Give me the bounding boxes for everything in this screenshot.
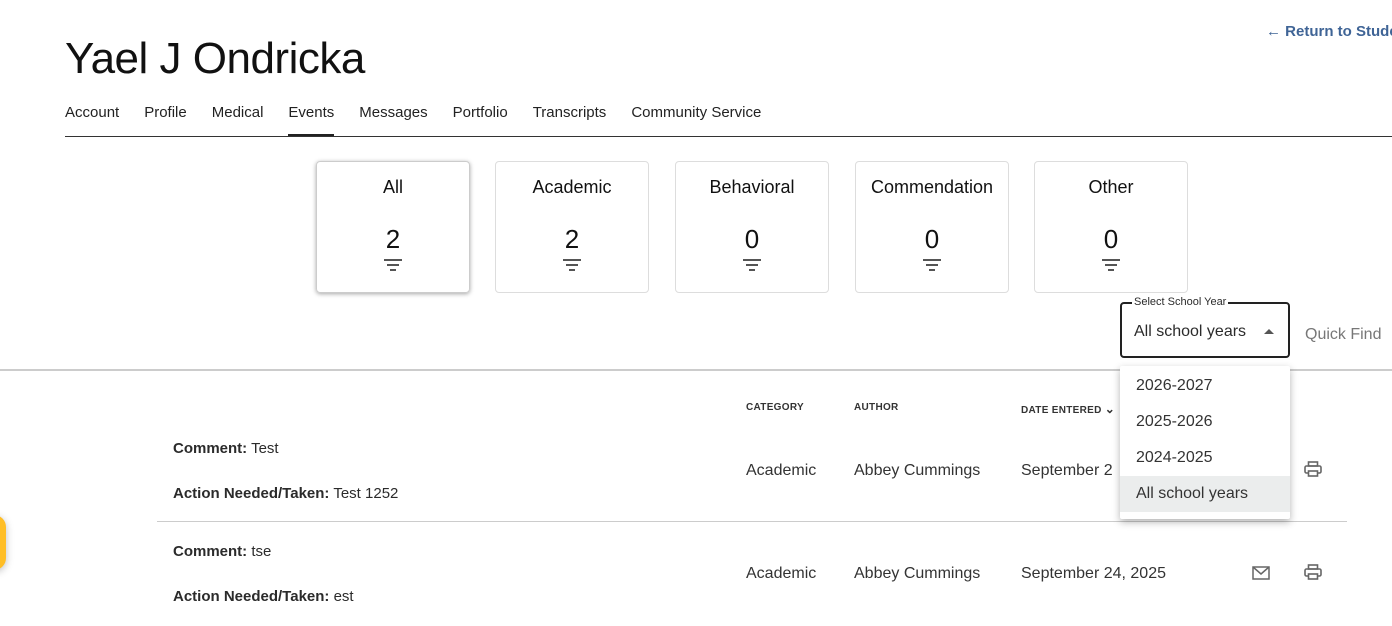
row-divider [157,521,1347,522]
filter-icon [563,259,581,271]
card-count: 2 [564,224,580,254]
card-count: 0 [744,224,760,254]
date-cell: September 2 [1021,462,1113,479]
school-year-value: All school years [1134,323,1247,340]
quick-find-input[interactable]: Quick Find [1305,326,1382,343]
divider [0,369,1392,371]
option-2026-2027[interactable]: 2026-2027 [1136,377,1213,394]
card-all[interactable]: All 2 [316,161,470,293]
school-year-dropdown: 2026-2027 2025-2026 2024-2025 All school… [1120,366,1290,519]
category-cell: Academic [746,565,817,582]
tab-events[interactable]: Events [288,96,335,136]
table-row: Comment: Test Action Needed/Taken: Test … [157,420,1347,523]
card-behavioral[interactable]: Behavioral 0 [675,161,829,293]
chevron-down-icon: ⌄ [1104,402,1116,416]
date-cell: September 24, 2025 [1021,565,1166,582]
mail-icon[interactable] [1252,566,1270,580]
card-count: 0 [1103,224,1119,254]
comment: Comment: Test [173,440,279,457]
card-commendation[interactable]: Commendation 0 [855,161,1009,293]
card-other[interactable]: Other 0 [1034,161,1188,293]
author-cell: Abbey Cummings [854,462,981,479]
school-year-label: Select School Year [1132,296,1229,308]
caret-up-icon [1264,329,1274,334]
tab-messages[interactable]: Messages [359,104,428,121]
filter-icon [743,259,761,271]
tab-portfolio[interactable]: Portfolio [452,104,508,121]
header-date-entered[interactable]: DATE ENTERED ⌄ [1021,402,1116,416]
tab-transcripts[interactable]: Transcripts [532,104,607,121]
tab-community-service[interactable]: Community Service [631,104,762,121]
tab-profile[interactable]: Profile [144,104,187,121]
card-label: Behavioral [709,177,795,197]
return-link[interactable]: ← Return to Stude [1266,23,1392,40]
print-icon[interactable] [1304,461,1322,478]
table-row: Comment: tse Action Needed/Taken: est [157,523,1347,626]
card-label: Commendation [870,177,994,197]
card-academic[interactable]: Academic 2 [495,161,649,293]
help-fab-button[interactable] [0,515,6,570]
option-2025-2026[interactable]: 2025-2026 [1136,413,1213,430]
card-label: All [382,177,403,197]
header-author[interactable]: AUTHOR [854,402,899,413]
print-icon[interactable] [1304,564,1322,581]
page-title: Yael J Ondricka [65,34,365,83]
filter-icon [384,259,402,271]
school-year-select[interactable]: Select School Year All school years [1120,296,1290,358]
tab-account[interactable]: Account [65,104,120,121]
card-label: Other [1088,177,1134,197]
card-count: 0 [924,224,940,254]
card-label: Academic [532,177,612,197]
author-cell: Abbey Cummings [854,565,981,582]
header-category[interactable]: CATEGORY [746,402,804,413]
comment: Comment: tse [173,543,272,560]
category-cell: Academic [746,462,817,479]
tab-medical[interactable]: Medical [211,104,264,121]
tab-bar: Account Profile Medical Events Messages … [65,96,1392,137]
card-count: 2 [385,224,401,254]
filter-icon [1102,259,1120,271]
option-all-school-years[interactable]: All school years [1120,476,1290,512]
filter-icon [923,259,941,271]
action: Action Needed/Taken: Test 1252 [173,485,399,502]
arrow-left-icon: ← [1266,23,1281,40]
option-2024-2025[interactable]: 2024-2025 [1136,449,1213,466]
action: Action Needed/Taken: est [173,588,354,605]
